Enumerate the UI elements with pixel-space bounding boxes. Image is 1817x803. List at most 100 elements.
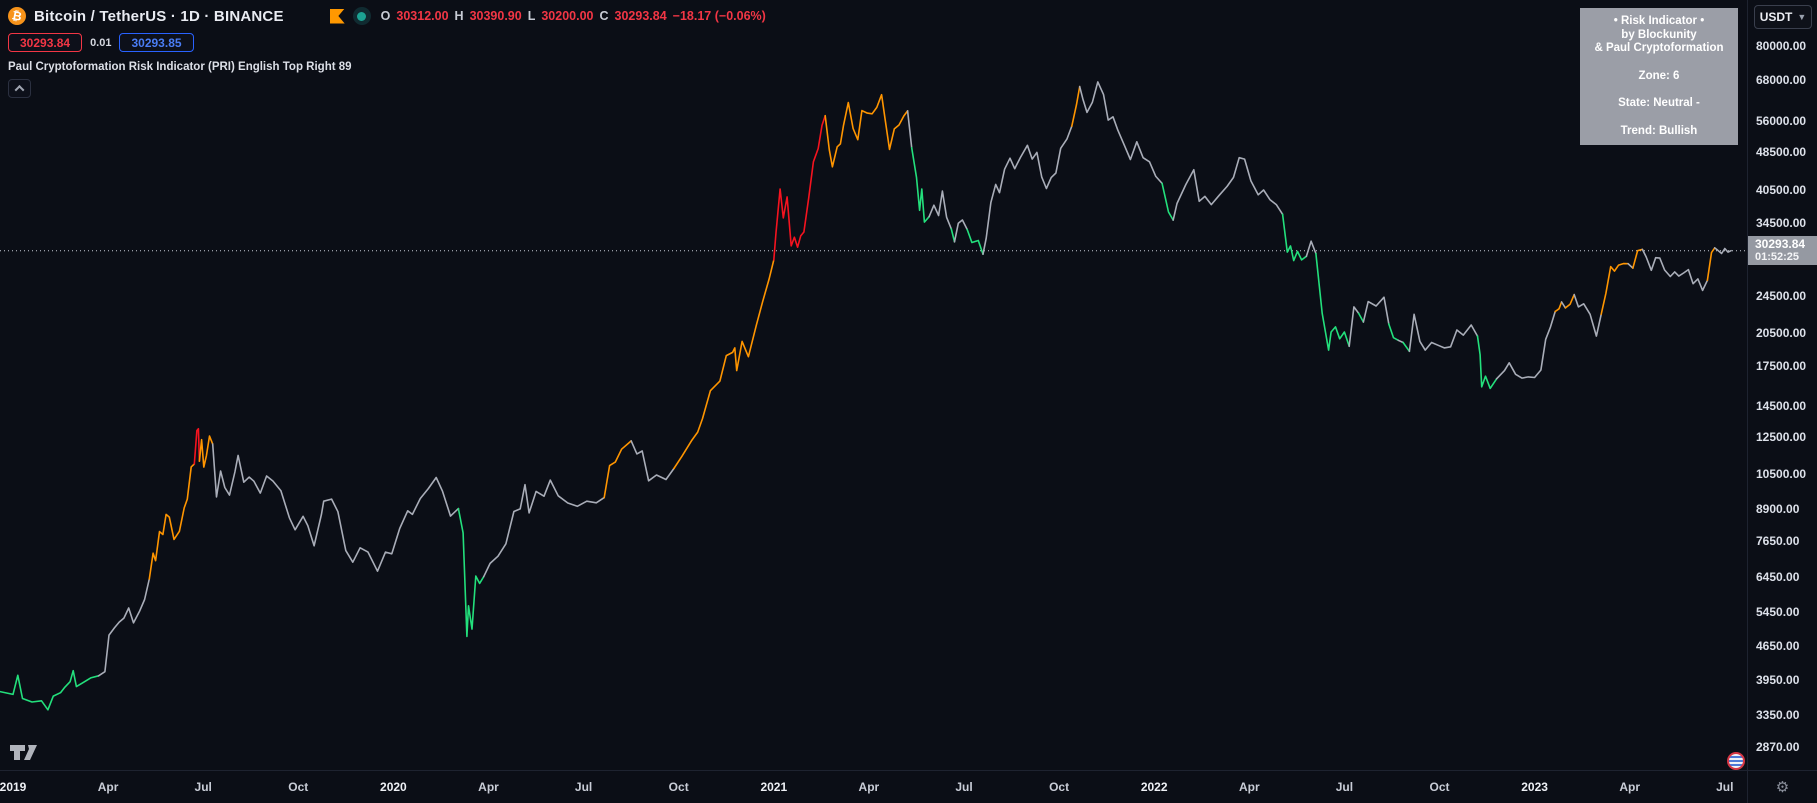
risk-zone-segment-w (630, 440, 675, 482)
risk-zone-segment-w (1362, 296, 1390, 325)
collapse-chevron-button[interactable] (8, 79, 31, 98)
price-tick: 40500.00 (1756, 182, 1807, 197)
currency-dropdown[interactable]: USDT ▼ (1754, 5, 1812, 29)
risk-zone-segment-o (1706, 247, 1716, 282)
buy-ask-button[interactable]: 30293.85 (119, 33, 194, 52)
price-tick: 17500.00 (1756, 359, 1807, 374)
risk-trend: Trend: Bullish (1620, 124, 1698, 137)
risk-indicator-panel: • Risk Indicator • by Blockunity & Paul … (1580, 8, 1738, 145)
risk-zone-segment-g (1161, 182, 1174, 221)
high-label: H (454, 9, 464, 23)
time-tick: Jul (955, 780, 973, 794)
price-tick: 80000.00 (1756, 39, 1807, 54)
risk-zone-segment-g (1476, 335, 1498, 390)
time-axis[interactable]: 2019 Apr Jul Oct 2020 Apr Jul Oct 2021 Apr Jul Oct 2… (0, 770, 1747, 803)
risk-zone-segment-o (1554, 301, 1563, 313)
time-tick: Oct (1049, 780, 1070, 794)
chart-header: ₿ Bitcoin / TetherUS · 1D · BINANCE O 30… (8, 6, 766, 98)
risk-zone-segment-g (910, 146, 930, 223)
risk-zone-segment-o (148, 463, 196, 580)
risk-zone-segment-g (1281, 213, 1308, 262)
risk-zone-segment-w (1641, 248, 1709, 292)
chevron-up-icon (14, 84, 25, 95)
risk-zone-segment-w (953, 219, 968, 243)
bitcoin-logo-icon: ₿ (8, 7, 26, 25)
risk-zone: Zone: 6 (1638, 69, 1680, 82)
flag-icon[interactable] (329, 8, 345, 24)
time-tick: Apr (1619, 780, 1641, 794)
risk-zone-segment-w (97, 578, 151, 677)
risk-zone-segment-g (966, 228, 984, 255)
price-tick: 20500.00 (1756, 326, 1807, 340)
tradingview-logo[interactable] (10, 744, 40, 761)
price-tick: 7650.00 (1756, 533, 1800, 548)
last-price-label: 30293.84 01:52:25 (1748, 236, 1817, 266)
risk-zone-segment-o (1632, 248, 1644, 269)
spread-value: 0.01 (90, 36, 112, 49)
symbol-title[interactable]: Bitcoin / TetherUS · 1D · BINANCE (34, 7, 284, 25)
time-tick: 2021 (760, 780, 788, 794)
price-tick: 3950.00 (1756, 673, 1800, 688)
time-tick: Jul (1335, 780, 1354, 794)
risk-zone-segment-g (1357, 312, 1365, 323)
time-tick: Apr (97, 780, 119, 794)
gear-icon[interactable]: ⚙ (1775, 778, 1790, 796)
time-tick: 2019 (0, 780, 27, 794)
time-tick: Apr (1238, 780, 1260, 794)
quote-row: 30293.84 0.01 30293.85 (8, 33, 766, 52)
risk-zone-segment-o (673, 259, 775, 470)
price-tick: 10500.00 (1756, 467, 1807, 481)
risk-zone-segment-g (457, 507, 485, 638)
price-tick: 5450.00 (1756, 605, 1800, 620)
risk-zone-segment-w (211, 443, 460, 572)
time-tick: Jul (194, 780, 212, 794)
risk-zone-segment-g (1315, 252, 1350, 351)
price-line-chart[interactable] (0, 0, 1747, 770)
price-tick: 48500.00 (1756, 144, 1807, 159)
time-tick: Oct (1429, 780, 1450, 794)
risk-zone-segment-w (1172, 156, 1284, 221)
chevron-down-icon: ▼ (1797, 12, 1807, 22)
time-tick: Jul (574, 780, 593, 794)
sell-bid-button[interactable]: 30293.84 (8, 33, 83, 52)
risk-zone-segment-o (603, 440, 632, 499)
change-value: −18.17 (−0.06%) (672, 9, 766, 23)
risk-zone-segment-w (1348, 306, 1360, 348)
price-tick: 4650.00 (1756, 638, 1800, 653)
price-tick: 6450.00 (1756, 569, 1800, 584)
risk-zone-segment-w (1495, 310, 1556, 380)
price-tick: 56000.00 (1756, 114, 1807, 129)
time-tick: Oct (288, 780, 309, 794)
risk-zone-segment-w (1305, 240, 1317, 258)
risk-zone-segment-w (906, 110, 913, 149)
time-tick: Apr (478, 780, 499, 794)
risk-zone-segment-w (1078, 81, 1163, 185)
price-axis[interactable]: USDT ▼ 80000.00 68000.00 56000.00 48500.00 4… (1747, 0, 1817, 770)
risk-zone-segment-o (1071, 85, 1081, 127)
time-tick: 2022 (1140, 780, 1168, 794)
risk-zone-segment-g (0, 669, 100, 711)
price-chart[interactable] (0, 0, 1747, 770)
time-tick: 2023 (1521, 780, 1548, 794)
price-tick: 34500.00 (1756, 216, 1807, 231)
time-tick: 2020 (380, 780, 407, 794)
indicator-title[interactable]: Paul Cryptoformation Risk Indicator (PRI… (8, 61, 352, 73)
risk-zone-segment-w (1560, 301, 1567, 309)
close-label: C (599, 9, 609, 23)
price-tick: 68000.00 (1756, 73, 1807, 88)
risk-zone-segment-w (482, 479, 605, 578)
risk-zone-segment-w (1408, 313, 1479, 353)
low-label: L (527, 9, 536, 23)
risk-panel-title: • Risk Indicator • (1613, 15, 1705, 27)
risk-zone-segment-o (198, 435, 214, 468)
risk-zone-segment-w (1573, 293, 1602, 337)
title-row: ₿ Bitcoin / TetherUS · 1D · BINANCE O 30… (8, 6, 766, 26)
price-tick: 14500.00 (1756, 399, 1807, 413)
open-value: 30312.00 (396, 9, 449, 23)
time-tick: Oct (668, 780, 689, 794)
risk-zone-segment-w (1397, 339, 1404, 344)
data-status-icon[interactable] (352, 7, 371, 25)
open-label: O (380, 9, 391, 23)
time-tick: Apr (858, 780, 880, 794)
risk-zone-segment-o (1600, 262, 1629, 316)
